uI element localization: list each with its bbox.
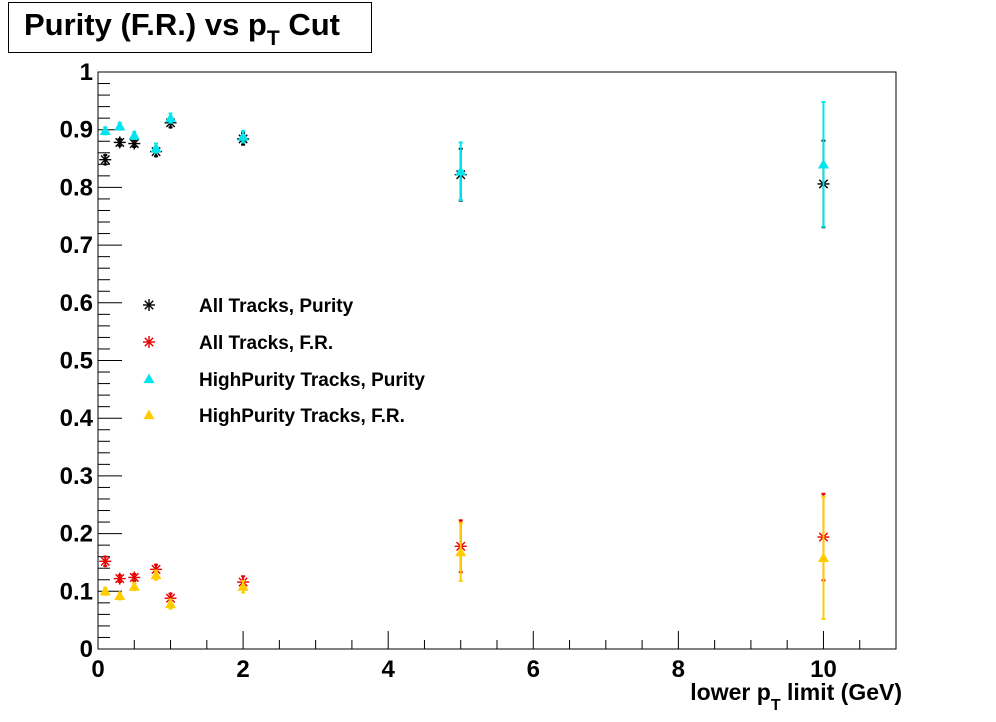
data-point-triangle <box>455 546 467 557</box>
axes: 00.10.20.30.40.50.60.70.80.910 2 4 6 8 10 <box>60 59 897 683</box>
x-tick-label: 2 <box>236 656 249 683</box>
data-point-triangle <box>99 585 111 596</box>
x-tick-label: 0 <box>91 656 104 683</box>
y-tick-label: 0.2 <box>60 521 93 548</box>
x-tick-label: 8 <box>672 656 685 683</box>
y-tick-label: 0.7 <box>60 232 93 259</box>
title-box: Purity (F.R.) vs pT Cut <box>8 2 372 53</box>
x-tick-label: 4 <box>382 656 396 683</box>
data-point-star <box>99 555 112 568</box>
data-point-triangle <box>817 158 829 169</box>
data-point-triangle <box>817 552 829 562</box>
y-tick-label: 0.6 <box>60 290 93 317</box>
data-point-triangle <box>165 598 177 609</box>
y-tick-label: 0 <box>80 636 93 663</box>
data-point-triangle <box>150 569 162 580</box>
data-point-star <box>113 136 126 149</box>
data-point-star <box>113 572 126 585</box>
legend-marker-triangle <box>143 373 155 384</box>
y-tick-label: 0.4 <box>60 405 94 432</box>
data-point-triangle <box>99 125 111 135</box>
x-axis-label: lower pT limit (GeV) <box>690 679 902 714</box>
chart-title: Purity (F.R.) vs pT Cut <box>24 7 340 50</box>
y-tick-label: 0.9 <box>60 117 93 144</box>
legend-label: HighPurity Tracks, Purity <box>199 370 425 391</box>
legend-label: All Tracks, Purity <box>199 296 354 317</box>
data-point-triangle <box>150 142 162 153</box>
y-tick-label: 0.8 <box>60 174 93 201</box>
data-point-triangle <box>128 129 140 140</box>
legend-label: All Tracks, F.R. <box>199 333 333 354</box>
x-tick-label: 10 <box>810 656 837 683</box>
x-tick-label: 6 <box>527 656 540 683</box>
legend-marker-triangle <box>143 409 155 420</box>
legend-marker-star <box>143 336 155 348</box>
data-point-star <box>164 592 177 605</box>
data-point-triangle <box>237 131 249 141</box>
data-points <box>99 101 830 620</box>
plot-frame <box>97 71 897 650</box>
legend-marker-star <box>143 299 155 311</box>
data-point-triangle <box>128 581 140 591</box>
data-point-triangle <box>237 581 249 591</box>
y-tick-label: 0.5 <box>60 348 93 375</box>
data-point-triangle <box>165 112 177 123</box>
y-tick-label: 1 <box>80 59 93 86</box>
y-tick-label: 0.3 <box>60 463 93 490</box>
legend-label: HighPurity Tracks, F.R. <box>199 406 405 427</box>
y-tick-label: 0.1 <box>60 578 93 605</box>
data-point-triangle <box>114 120 126 131</box>
data-point-star <box>99 153 112 166</box>
data-point-triangle <box>114 590 126 601</box>
data-point-triangle <box>455 165 467 176</box>
legend: All Tracks, Purity All Tracks, F.R. HighPu… <box>143 296 425 427</box>
